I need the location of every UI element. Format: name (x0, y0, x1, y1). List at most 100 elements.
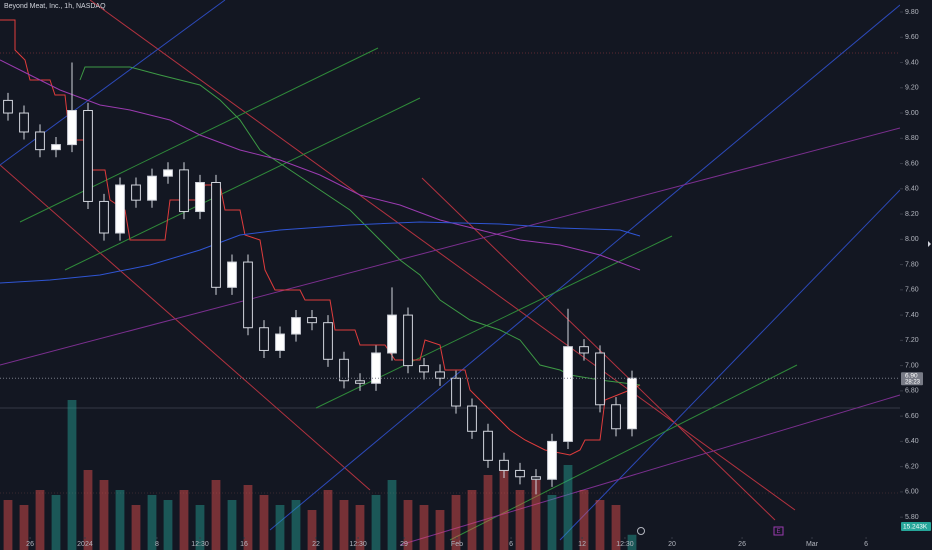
candle-body (355, 380, 365, 384)
y-tick-label: 8.80 (905, 135, 919, 142)
candle-body (211, 181, 221, 288)
candle-body (339, 358, 349, 382)
candle-body (531, 476, 541, 480)
trend-line (0, 164, 371, 491)
scroll-arrow[interactable] (928, 241, 931, 247)
indicator-line (0, 221, 641, 284)
volume-bar (3, 500, 13, 550)
candle-body (131, 184, 141, 201)
candle-body (451, 377, 461, 407)
y-tick-label: 7.20 (905, 337, 919, 344)
candle-body (499, 459, 509, 471)
y-tick-label: 9.60 (905, 34, 919, 41)
y-tick-label: 6.60 (905, 413, 919, 420)
candle-body (67, 110, 77, 146)
y-tick-label: 5.80 (905, 514, 919, 521)
volume-bar (467, 490, 477, 550)
volume-bar (323, 490, 333, 550)
candle-body (403, 314, 413, 367)
volume-bar (115, 490, 125, 550)
volume-bar (595, 500, 605, 550)
candle-body (547, 440, 557, 480)
last-price-label: 6.90 (905, 372, 918, 379)
volume-label: 15.243K (903, 524, 928, 531)
volume-bar (211, 480, 221, 550)
volume-bar (515, 490, 525, 550)
volume-bar (419, 505, 429, 550)
earnings-icon[interactable] (773, 526, 784, 536)
y-tick-label: 9.00 (905, 110, 919, 117)
candle-body (563, 346, 573, 442)
event-icon[interactable] (637, 527, 645, 535)
x-tick-label: 12:30 (191, 541, 209, 548)
candle-body (515, 469, 525, 478)
y-tick-label: 8.20 (905, 211, 919, 218)
volume-pane (3, 400, 637, 550)
volume-bar (627, 534, 637, 550)
x-tick-label: 26 (738, 541, 746, 548)
x-tick-label: 26 (26, 541, 34, 548)
y-tick-label: 7.40 (905, 312, 919, 319)
candle-body (419, 365, 429, 373)
y-tick-label: 6.20 (905, 463, 919, 470)
candle-body (99, 200, 109, 234)
volume-bar (355, 505, 365, 550)
volume-bar (371, 495, 381, 550)
x-tick-label: Mar (806, 541, 819, 548)
axes: 5.80 6.00 6.20 6.40 6.60 6.80 7.00 7.20 7.40 7.60… (26, 9, 919, 548)
volume-bar (99, 480, 109, 550)
volume-bar (275, 505, 285, 550)
x-tick-label: 12:30 (616, 541, 634, 548)
candle-body (115, 184, 125, 234)
trend-line (421, 177, 776, 521)
candle-body (163, 169, 173, 177)
y-tick-label: 9.40 (905, 59, 919, 66)
volume-bar (259, 495, 269, 550)
volume-bar (307, 510, 317, 550)
candle-body (83, 110, 93, 202)
x-tick-label: 8 (155, 541, 159, 548)
volume-bar (291, 500, 301, 550)
volume-bar (579, 490, 589, 550)
candle-body (147, 175, 157, 201)
candle-body (323, 322, 333, 360)
volume-bar (131, 505, 141, 550)
candle-body (483, 430, 493, 461)
volume-bar (35, 490, 45, 550)
candle-body (595, 352, 605, 406)
candle-body (35, 131, 45, 151)
y-tick-label: 9.20 (905, 85, 919, 92)
volume-bar (339, 500, 349, 550)
volume-bar (227, 500, 237, 550)
price-axis (900, 0, 932, 550)
volume-bar (547, 495, 557, 550)
last-price-box (901, 372, 923, 386)
x-tick-label: 12:30 (349, 541, 367, 548)
volume-bar (435, 510, 445, 550)
candle-body (467, 405, 477, 432)
trend-line (64, 97, 421, 271)
y-tick-label: 7.60 (905, 287, 919, 294)
candle-body (195, 181, 205, 213)
candle-body (243, 261, 253, 329)
chart-title: Beyond Meat, Inc., 1h, NASDAQ (4, 3, 106, 10)
volume-bar (67, 400, 77, 550)
volume-bar (387, 480, 397, 550)
trend-line (399, 394, 901, 546)
countdown: 28:23 (905, 379, 921, 385)
volume-box (901, 522, 931, 531)
candle-body (3, 99, 13, 114)
y-tick-label: 6.40 (905, 438, 919, 445)
candle-body (19, 112, 29, 133)
volume-bar (179, 490, 189, 550)
candle-body (275, 333, 285, 351)
candle-body (579, 346, 589, 354)
candle-body (611, 404, 621, 430)
volume-bar (483, 475, 493, 550)
y-tick-label: 8.60 (905, 160, 919, 167)
candle-body (51, 144, 61, 151)
x-tick-label: 12 (578, 541, 586, 548)
volume-bar (243, 485, 253, 550)
y-tick-label: 7.80 (905, 261, 919, 268)
candle-body (435, 371, 445, 379)
